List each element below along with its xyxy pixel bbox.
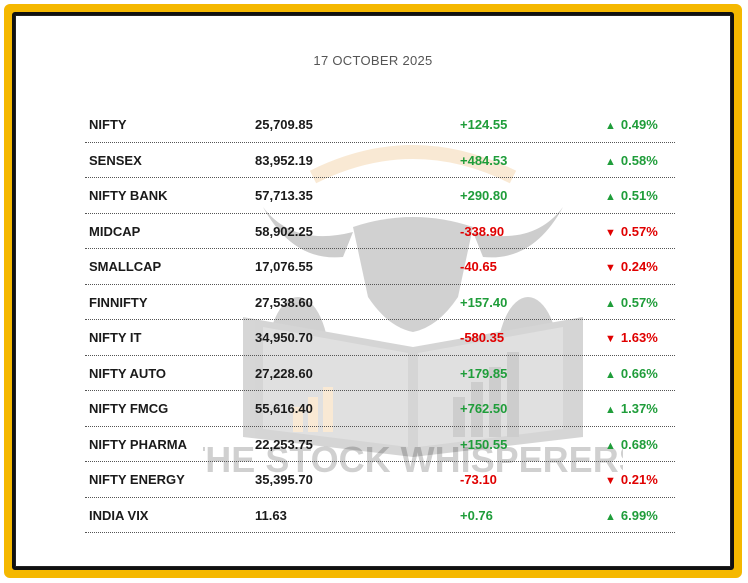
up-arrow-icon: ▲: [605, 404, 616, 416]
index-change: +762.50: [460, 401, 508, 416]
table-row: FINNIFTY 27,538.60 +157.40 ▲ 0.57%: [85, 285, 675, 320]
percent-text: 0.58%: [620, 152, 658, 168]
index-name: NIFTY: [89, 117, 127, 132]
up-arrow-icon: ▲: [605, 439, 616, 452]
up-arrow-icon: ▲: [605, 120, 616, 132]
index-change: +0.76: [460, 507, 493, 523]
index-value: 25,709.85: [255, 117, 313, 132]
index-value: 83,952.19: [255, 152, 313, 168]
table-row: NIFTY IT 34,950.70 -580.35 ▼ 1.63%: [85, 320, 675, 356]
index-percent-change: ▲ 1.37%: [605, 401, 658, 416]
index-value: 22,253.75: [255, 436, 313, 452]
percent-text: 1.37%: [620, 401, 658, 416]
index-value: 27,538.60: [255, 294, 313, 310]
index-percent-change: ▼ 0.24%: [605, 259, 658, 274]
index-percent-change: ▼ 0.57%: [605, 224, 658, 239]
index-name: INDIA VIX: [89, 507, 149, 523]
index-value: 17,076.55: [255, 259, 313, 274]
down-arrow-icon: ▼: [605, 333, 616, 345]
index-table: NIFTY 25,709.85 +124.55 ▲ 0.49% SENSEX 83,952.…: [85, 107, 675, 533]
index-change: +484.53: [460, 152, 508, 168]
table-row: NIFTY PHARMA 22,253.75 +150.55 ▲ 0.68%: [85, 427, 675, 462]
down-arrow-icon: ▼: [605, 475, 616, 487]
index-percent-change: ▲ 0.57%: [605, 295, 658, 310]
table-row: SMALLCAP 17,076.55 -40.65 ▼ 0.24%: [85, 249, 675, 285]
index-percent-change: ▲ 0.51%: [605, 188, 658, 203]
index-change: +290.80: [460, 188, 508, 203]
table-row: INDIA VIX 11.63 +0.76 ▲ 6.99%: [85, 498, 675, 533]
index-name: SMALLCAP: [89, 259, 162, 274]
percent-text: 6.99%: [620, 507, 658, 523]
card: THE STOCK WHISPERERS 17 OCTOBER 2025 NIF…: [12, 12, 734, 570]
index-name: NIFTY ENERGY: [89, 472, 185, 487]
table-row: NIFTY 25,709.85 +124.55 ▲ 0.49%: [85, 107, 675, 143]
up-arrow-icon: ▲: [605, 510, 616, 523]
table-row: NIFTY AUTO 27,228.60 +179.85 ▲ 0.66%: [85, 356, 675, 391]
table-row: MIDCAP 58,902.25 -338.90 ▼ 0.57%: [85, 214, 675, 249]
index-percent-change: ▲ 0.66%: [605, 366, 658, 381]
index-percent-change: ▲ 0.49%: [605, 117, 658, 132]
index-value: 11.63: [255, 507, 287, 523]
index-value: 35,395.70: [255, 472, 313, 487]
index-change: -580.35: [460, 330, 505, 345]
index-change: +157.40: [460, 294, 508, 310]
index-change: +179.85: [460, 365, 508, 381]
up-arrow-icon: ▲: [605, 297, 616, 310]
index-change: -338.90: [460, 223, 505, 239]
index-percent-change: ▲ 0.58%: [605, 153, 658, 168]
index-percent-change: ▼ 0.21%: [605, 472, 658, 487]
index-value: 57,713.35: [255, 188, 313, 203]
index-name: NIFTY PHARMA: [89, 436, 187, 452]
up-arrow-icon: ▲: [605, 191, 616, 203]
percent-text: 0.68%: [620, 436, 658, 452]
index-name: SENSEX: [89, 152, 142, 168]
index-name: MIDCAP: [89, 223, 141, 239]
index-change: -40.65: [460, 259, 497, 274]
up-arrow-icon: ▲: [605, 155, 616, 168]
index-value: 58,902.25: [255, 223, 313, 239]
index-change: +150.55: [460, 436, 508, 452]
up-arrow-icon: ▲: [605, 368, 616, 381]
percent-text: 0.66%: [620, 365, 658, 381]
table-row: NIFTY ENERGY 35,395.70 -73.10 ▼ 0.21%: [85, 462, 675, 498]
index-value: 27,228.60: [255, 365, 313, 381]
down-arrow-icon: ▼: [605, 262, 616, 274]
percent-text: 0.57%: [620, 294, 658, 310]
index-name: NIFTY IT: [89, 330, 142, 345]
table-row: NIFTY BANK 57,713.35 +290.80 ▲ 0.51%: [85, 178, 675, 214]
index-percent-change: ▼ 1.63%: [605, 330, 658, 345]
index-name: NIFTY AUTO: [89, 365, 167, 381]
index-value: 55,616.40: [255, 401, 313, 416]
percent-text: 0.49%: [620, 117, 658, 132]
table-row: NIFTY FMCG 55,616.40 +762.50 ▲ 1.37%: [85, 391, 675, 427]
card-frame: THE STOCK WHISPERERS 17 OCTOBER 2025 NIF…: [4, 4, 742, 578]
index-name: NIFTY FMCG: [89, 401, 169, 416]
percent-text: 0.24%: [620, 259, 658, 274]
index-name: FINNIFTY: [89, 294, 148, 310]
index-change: -73.10: [460, 472, 497, 487]
date-heading: 17 OCTOBER 2025: [313, 53, 433, 68]
percent-text: 0.21%: [620, 472, 658, 487]
table-row: SENSEX 83,952.19 +484.53 ▲ 0.58%: [85, 143, 675, 178]
percent-text: 1.63%: [620, 330, 658, 345]
percent-text: 0.51%: [620, 188, 658, 203]
index-value: 34,950.70: [255, 330, 313, 345]
down-arrow-icon: ▼: [605, 226, 616, 239]
index-percent-change: ▲ 6.99%: [605, 508, 658, 523]
index-percent-change: ▲ 0.68%: [605, 437, 658, 452]
percent-text: 0.57%: [620, 223, 658, 239]
index-name: NIFTY BANK: [89, 188, 168, 203]
index-change: +124.55: [460, 117, 508, 132]
